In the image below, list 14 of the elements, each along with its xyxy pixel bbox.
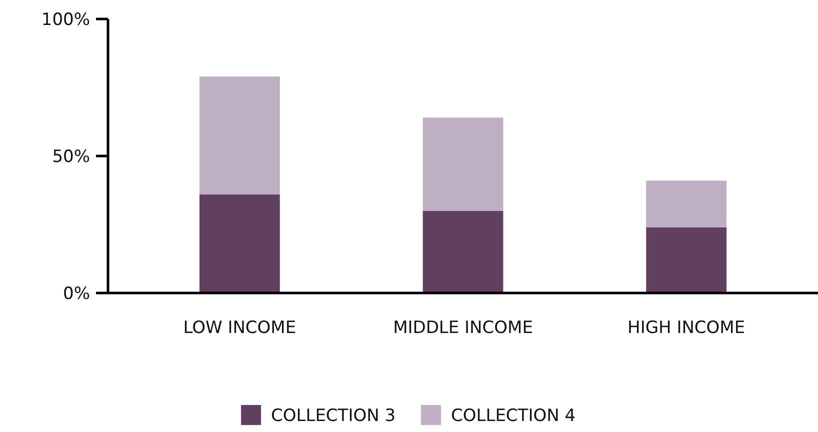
y-tick-label: 50% — [52, 146, 90, 167]
bar — [199, 76, 280, 194]
legend-label: COLLECTION 3 — [271, 406, 396, 426]
bar — [646, 180, 727, 228]
x-tick-label: HIGH INCOME — [628, 318, 746, 338]
x-tick-label: LOW INCOME — [183, 318, 296, 338]
bar — [199, 194, 280, 293]
legend-label: COLLECTION 4 — [451, 406, 576, 426]
y-tick-label: 100% — [41, 10, 90, 30]
y-tick-label: 0% — [63, 284, 90, 304]
x-tick-label: MIDDLE INCOME — [393, 318, 533, 338]
bar — [646, 227, 727, 293]
bar — [422, 118, 504, 211]
bar — [422, 210, 504, 293]
